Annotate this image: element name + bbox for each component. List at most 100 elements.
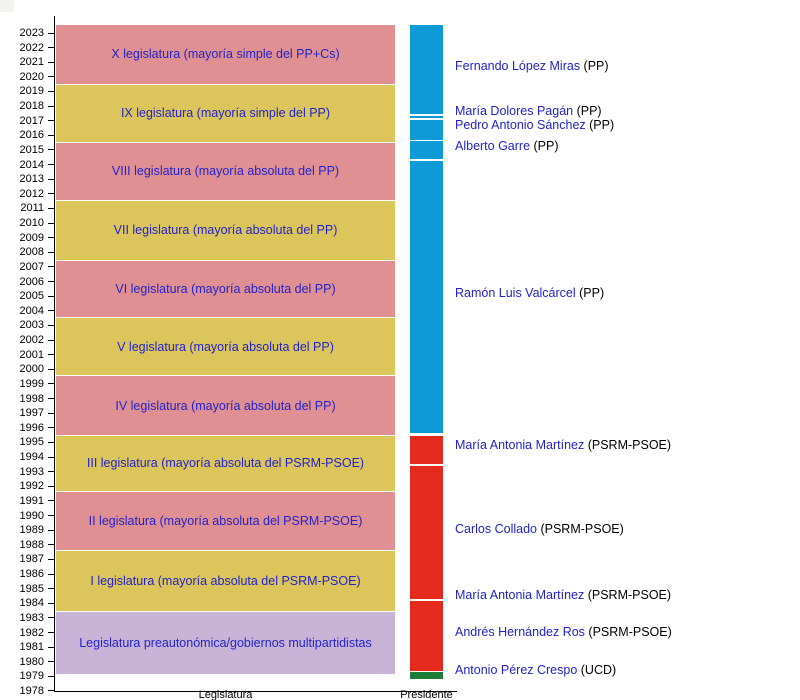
president-segment [410, 435, 443, 464]
legislature-block-label: IV legislatura (mayoría absoluta del PP) [115, 398, 336, 413]
president-name: Ramón Luis Valcárcel [455, 285, 576, 300]
year-tick-label: 2018 [19, 100, 44, 113]
year-tick-label: 1991 [19, 494, 44, 507]
year-tick-label: 1994 [19, 451, 44, 464]
year-tick [48, 632, 54, 633]
president-segment [410, 141, 443, 160]
president-name: Antonio Pérez Crespo [455, 663, 578, 678]
year-tick-label: 1985 [19, 582, 44, 595]
year-tick [48, 237, 54, 239]
president-label: María Antonia Martínez (PSRM-PSOE) [455, 438, 671, 452]
legislature-block: VII legislatura (mayoría absoluta del PP… [56, 200, 395, 260]
year-tick [48, 90, 54, 92]
president-label: Antonio Pérez Crespo (UCD) [455, 663, 616, 677]
year-tick-label: 2021 [19, 56, 44, 69]
year-tick [48, 324, 54, 326]
year-tick [48, 149, 54, 151]
president-label: Ramón Luis Valcárcel (PP) [455, 286, 604, 300]
year-tick [48, 339, 54, 341]
president-name: María Dolores Pagán [455, 103, 574, 118]
year-tick-label: 2010 [19, 217, 44, 230]
president-segment [410, 160, 443, 434]
year-tick-label: 1990 [19, 509, 44, 522]
year-tick [48, 675, 54, 677]
year-tick [48, 558, 54, 560]
year-tick [48, 383, 54, 385]
year-tick [48, 690, 54, 692]
president-label: Pedro Antonio Sánchez (PP) [455, 118, 614, 132]
legislature-block: I legislatura (mayoría absoluta del PSRM… [56, 550, 395, 612]
year-tick-label: 2017 [19, 114, 44, 127]
year-tick [48, 178, 54, 180]
year-tick-label: 1980 [19, 655, 44, 668]
legislature-block-label: IX legislatura (mayoría simple del PP) [120, 106, 331, 121]
legislature-block-label: V legislatura (mayoría absoluta del PP) [117, 339, 334, 354]
year-tick [48, 120, 54, 122]
president-label: María Dolores Pagán (PP) [455, 104, 602, 118]
president-party: (PSRM-PSOE) [536, 521, 624, 536]
year-tick [48, 500, 54, 502]
year-tick-label: 2020 [19, 70, 44, 83]
year-tick-label: 2014 [19, 158, 44, 171]
y-axis-line [54, 16, 55, 692]
year-tick-label: 1982 [19, 626, 44, 639]
legislature-block: VIII legislatura (mayoría absoluta del P… [56, 142, 395, 200]
year-tick-label: 2003 [19, 319, 44, 332]
year-tick-label: 1978 [19, 684, 44, 697]
president-party: (PSRM-PSOE) [584, 625, 672, 640]
year-tick-label: 2006 [19, 275, 44, 288]
year-tick-label: 2011 [20, 202, 44, 215]
president-party: (PP) [575, 285, 605, 300]
year-tick-label: 1996 [19, 421, 44, 434]
year-tick [48, 76, 54, 78]
year-tick [48, 251, 54, 253]
legislature-block-label: Legislatura preautonómica/gobiernos mult… [79, 636, 372, 651]
year-tick-label: 1987 [19, 553, 44, 566]
president-party: (UCD) [577, 663, 617, 678]
year-tick [48, 61, 54, 63]
legislature-block: III legislatura (mayoría absoluta del PS… [56, 435, 395, 491]
president-party: (PSRM-PSOE) [584, 437, 672, 452]
x-axis-baseline [54, 691, 457, 692]
president-party: (PP) [585, 117, 615, 132]
year-tick-label: 2001 [19, 348, 44, 361]
year-tick [48, 32, 54, 34]
year-tick [48, 646, 54, 648]
year-tick-label: 2000 [19, 363, 44, 376]
legislature-block: VI legislatura (mayoría absoluta del PP) [56, 260, 395, 317]
legislature-block-label: II legislatura (mayoría absoluta del PSR… [88, 513, 363, 528]
year-tick [48, 398, 54, 400]
year-tick-label: 2022 [19, 41, 44, 54]
year-tick-label: 2019 [19, 85, 44, 98]
president-label: Alberto Garre (PP) [455, 139, 559, 153]
president-party: (PP) [530, 139, 559, 154]
year-tick [48, 164, 54, 166]
president-segment [410, 601, 443, 671]
legislature-block: Legislatura preautonómica/gobiernos mult… [56, 612, 395, 675]
president-label: Andrés Hernández Ros (PSRM-PSOE) [455, 625, 672, 639]
president-label: Fernando López Miras (PP) [455, 59, 609, 73]
year-tick-label: 2016 [19, 129, 44, 142]
year-tick-label: 2009 [19, 231, 44, 244]
year-tick-label: 2008 [19, 246, 44, 259]
year-tick-label: 1981 [19, 641, 44, 654]
year-tick [48, 266, 54, 268]
president-name: Pedro Antonio Sánchez [455, 117, 586, 132]
year-tick [48, 441, 54, 443]
year-tick [48, 485, 54, 487]
year-tick-label: 1999 [19, 377, 44, 390]
year-tick [48, 193, 54, 195]
year-tick [48, 602, 54, 604]
legislature-block-label: X legislatura (mayoría simple del PP+Cs) [111, 47, 340, 62]
year-tick-label: 1988 [19, 538, 44, 551]
president-name: Carlos Collado [455, 521, 537, 536]
president-segment [410, 119, 443, 140]
corner-artifact-box [0, 0, 14, 12]
year-tick [48, 573, 54, 575]
year-tick [48, 427, 54, 429]
year-tick-label: 1993 [19, 465, 44, 478]
year-tick-label: 2013 [19, 173, 44, 186]
year-tick [48, 281, 54, 283]
year-tick-label: 1983 [19, 611, 44, 624]
